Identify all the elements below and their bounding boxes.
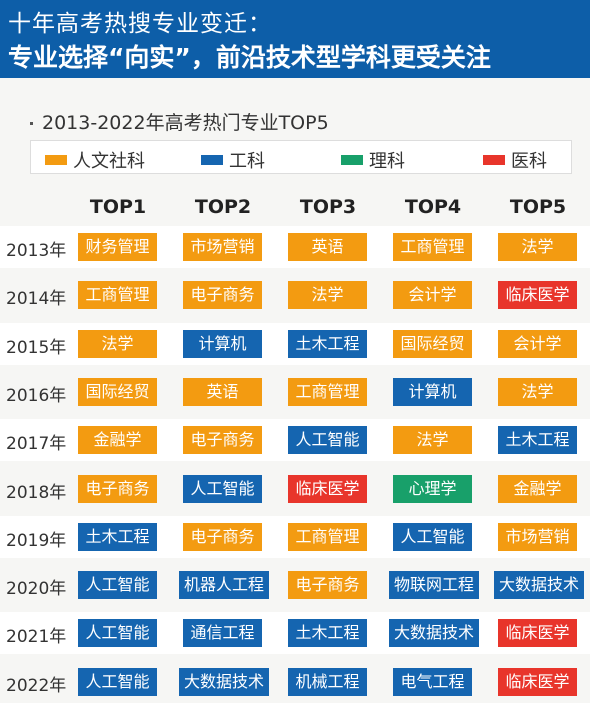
legend-item-medicine: 医科: [483, 147, 547, 173]
table-row: 2020年 人工智能 机器人工程 电子商务 物联网工程 大数据技术: [0, 564, 590, 606]
major-tag: 临床医学: [498, 619, 577, 648]
column-header-top3: TOP3: [299, 196, 357, 218]
major-tag: 大数据技术: [494, 571, 584, 600]
row-year: 2014年: [6, 289, 67, 310]
legend-item-science: 理科: [341, 147, 405, 173]
legend-swatch: [201, 155, 223, 165]
major-tag: 会计学: [498, 329, 577, 358]
legend-item-humanities: 人文社科: [45, 147, 145, 173]
table-row: 2017年 金融学 电子商务 人工智能 法学 土木工程: [0, 419, 590, 462]
major-tag: 法学: [498, 233, 577, 261]
major-tag: 市场营销: [498, 522, 577, 551]
major-tag: 土木工程: [78, 522, 157, 551]
major-tag: 计算机: [393, 377, 472, 406]
table-row: 2019年 土木工程 电子商务 工商管理 人工智能 市场营销: [0, 515, 590, 558]
major-tag: 人工智能: [78, 571, 157, 600]
major-tag: 金融学: [78, 426, 157, 455]
row-year: 2019年: [6, 530, 67, 551]
major-tag: 工商管理: [288, 522, 367, 551]
row-year: 2015年: [6, 337, 67, 358]
major-tag: 人工智能: [78, 667, 157, 696]
major-tag: 电子商务: [183, 522, 262, 551]
major-tag: 心理学: [393, 474, 472, 503]
major-tag: 大数据技术: [389, 619, 479, 648]
major-tag: 电子商务: [183, 281, 262, 310]
major-tag: 财务管理: [78, 233, 157, 261]
table-row: 2021年 人工智能 通信工程 土木工程 大数据技术 临床医学: [0, 612, 590, 655]
header-banner: 十年高考热搜专业变迁： 专业选择“向实”，前沿技术型学科更受关注: [0, 0, 590, 78]
major-tag: 国际经贸: [78, 377, 157, 406]
legend-swatch: [483, 155, 505, 165]
major-tag: 电子商务: [288, 571, 367, 600]
subtitle: 2013-2022年高考热门专业TOP5: [42, 112, 329, 134]
major-tag: 物联网工程: [389, 571, 479, 600]
row-year: 2018年: [6, 482, 67, 503]
major-tag: 法学: [498, 377, 577, 406]
major-tag: 通信工程: [183, 619, 262, 648]
major-tag: 临床医学: [498, 667, 577, 696]
major-tag: 人工智能: [78, 619, 157, 648]
column-header-top2: TOP2: [194, 196, 252, 218]
table-row: 2013年 财务管理 市场营销 英语 工商管理 法学: [0, 226, 590, 268]
major-tag: 人工智能: [288, 426, 367, 455]
major-tag: 法学: [393, 426, 472, 455]
major-tag: 金融学: [498, 474, 577, 503]
row-year: 2020年: [6, 579, 67, 600]
major-tag: 市场营销: [183, 233, 262, 261]
legend-swatch: [341, 155, 363, 165]
legend-swatch: [45, 155, 67, 165]
major-tag: 工商管理: [393, 233, 472, 261]
table-row: 2014年 工商管理 电子商务 法学 会计学 临床医学: [0, 274, 590, 316]
table-row: 2015年 法学 计算机 土木工程 国际经贸 会计学: [0, 322, 590, 365]
major-tag: 会计学: [393, 281, 472, 310]
row-year: 2017年: [6, 434, 67, 455]
table-row: 2018年 电子商务 人工智能 临床医学 心理学 金融学: [0, 468, 590, 510]
major-tag: 土木工程: [288, 619, 367, 648]
bullet-dot: [30, 122, 33, 125]
major-tag: 电子商务: [183, 426, 262, 455]
column-header-top5: TOP5: [509, 196, 567, 218]
row-year: 2021年: [6, 627, 67, 648]
major-tag: 法学: [78, 329, 157, 358]
major-tag: 机器人工程: [179, 571, 269, 600]
header-title-line1: 十年高考热搜专业变迁：: [8, 11, 272, 37]
column-header-top1: TOP1: [89, 196, 147, 218]
major-tag: 人工智能: [183, 474, 262, 503]
legend: 人文社科 工科 理科 医科: [30, 140, 572, 174]
major-tag: 电气工程: [393, 667, 472, 696]
major-tag: 工商管理: [78, 281, 157, 310]
major-tag: 法学: [288, 281, 367, 310]
table-row: 2022年 人工智能 大数据技术 机械工程 电气工程 临床医学: [0, 661, 590, 703]
table-row: 2016年 国际经贸 英语 工商管理 计算机 法学: [0, 371, 590, 413]
major-tag: 临床医学: [288, 474, 367, 503]
major-tag: 计算机: [183, 329, 262, 358]
major-tag: 人工智能: [393, 522, 472, 551]
row-year: 2013年: [6, 241, 67, 261]
legend-item-engineering: 工科: [201, 147, 265, 173]
major-tag: 电子商务: [78, 474, 157, 503]
major-tag: 英语: [183, 377, 262, 406]
major-tag: 大数据技术: [179, 667, 269, 696]
column-header-top4: TOP4: [404, 196, 462, 218]
major-tag: 英语: [288, 233, 367, 261]
row-year: 2022年: [6, 675, 67, 696]
major-tag: 国际经贸: [393, 329, 472, 358]
major-tag: 机械工程: [288, 667, 367, 696]
major-tag: 土木工程: [288, 329, 367, 358]
row-year: 2016年: [6, 385, 67, 406]
header-title-line2: 专业选择“向实”，前沿技术型学科更受关注: [8, 43, 491, 72]
major-tag: 土木工程: [498, 426, 577, 455]
major-tag: 工商管理: [288, 377, 367, 406]
major-tag: 临床医学: [498, 281, 577, 310]
